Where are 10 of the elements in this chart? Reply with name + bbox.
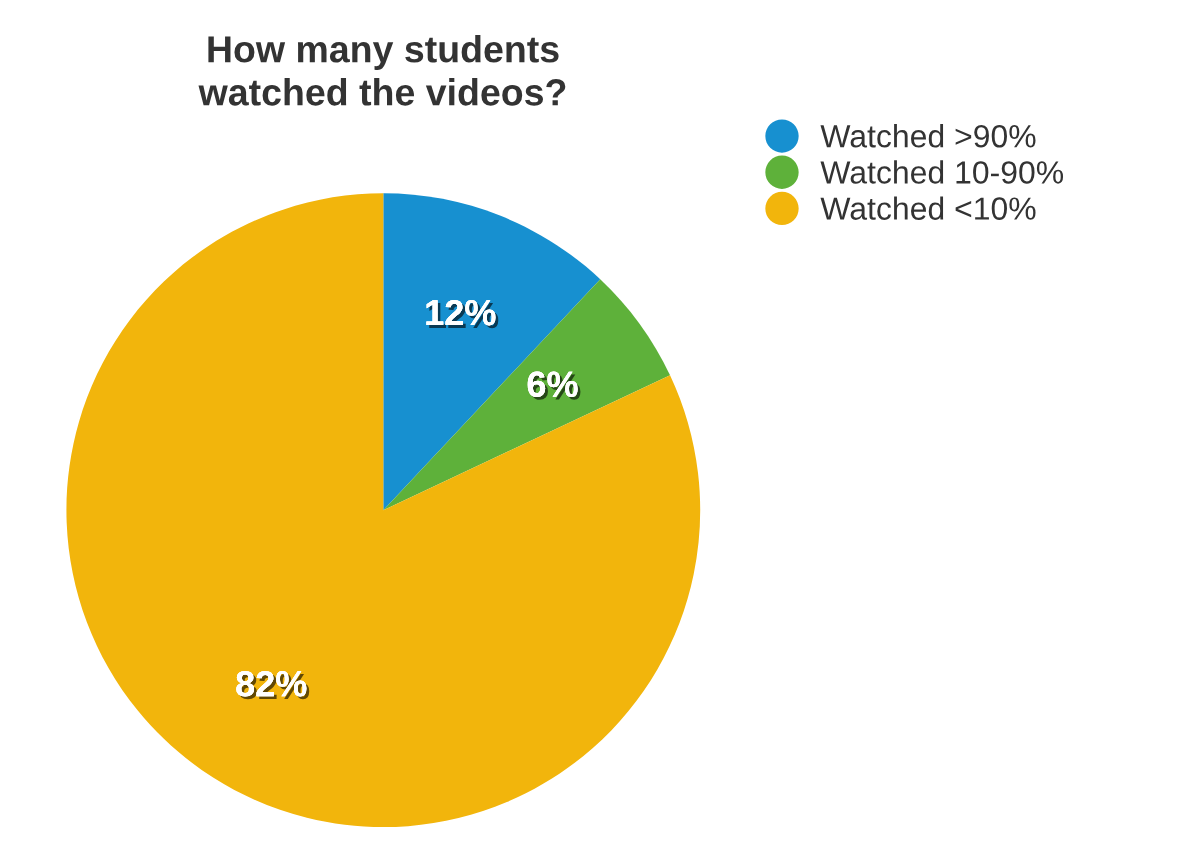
pie-slice bbox=[66, 193, 701, 828]
legend-label: Watched 10-90% bbox=[820, 160, 1064, 184]
pie-slice bbox=[383, 279, 671, 511]
legend-label: Watched <10% bbox=[820, 196, 1036, 220]
legend-label: Watched >90% bbox=[820, 124, 1036, 148]
data-label: 6% bbox=[527, 371, 581, 400]
chart-title: How many students watched the videos? bbox=[198, 35, 566, 106]
data-label: 82% bbox=[236, 670, 310, 700]
pie-slice bbox=[383, 193, 601, 511]
data-label: 12% bbox=[426, 299, 499, 329]
